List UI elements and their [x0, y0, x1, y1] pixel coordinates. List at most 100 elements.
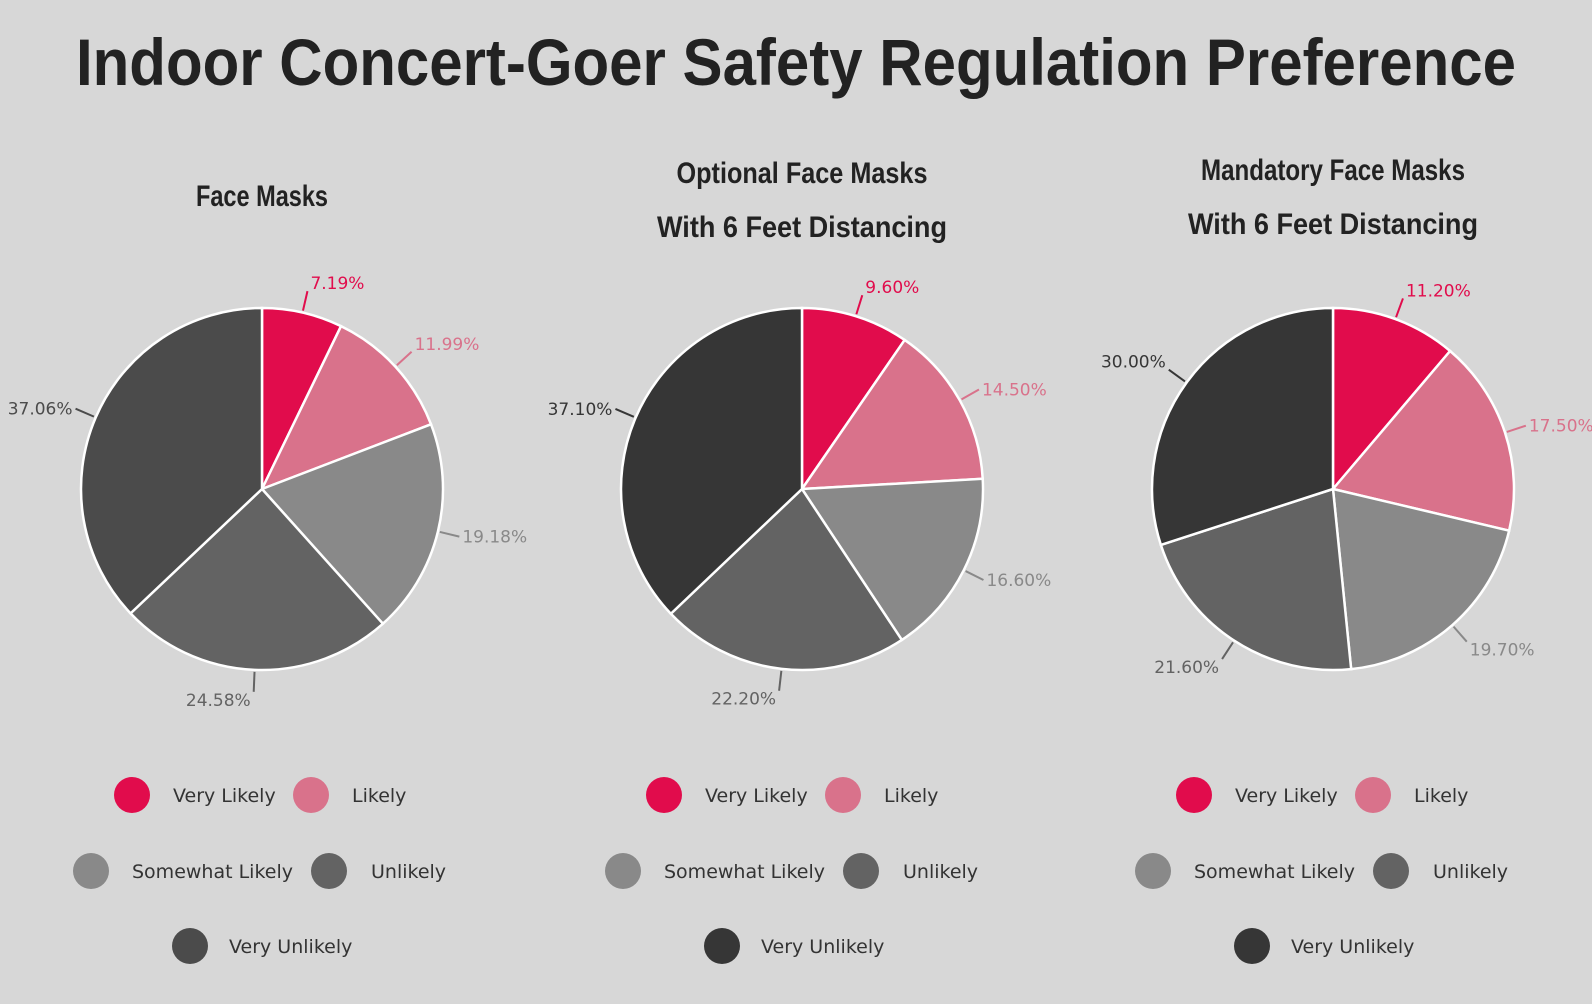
legend-label: Very Unlikely: [1291, 936, 1414, 958]
pie-slice-likely: [799, 338, 985, 491]
legend-swatch: [843, 853, 879, 889]
legend-swatch: [73, 853, 109, 889]
legend-swatch: [646, 777, 682, 813]
label-leader-line: [396, 351, 413, 367]
legend-item-very-unlikely[interactable]: Very Unlikely: [1234, 928, 1414, 964]
label-leader-line: [439, 530, 460, 538]
legend-item-likely[interactable]: Likely: [293, 777, 406, 813]
label-leader-line: [302, 290, 309, 311]
data-label: 11.99%: [415, 335, 480, 355]
pie-subtitle: With 6 Feet Distancing: [1188, 208, 1478, 241]
legend-item-somewhat-likely[interactable]: Somewhat Likely: [1135, 853, 1355, 889]
legend-label: Likely: [352, 785, 406, 807]
data-label: 11.20%: [1406, 281, 1471, 301]
legend: Very Likely Likely Somewhat Likely Unlikely…: [73, 777, 446, 964]
data-label: 14.50%: [982, 381, 1047, 401]
label-leader-line: [778, 670, 783, 691]
pie-slice-very-unlikely: [1150, 306, 1335, 547]
data-label: 30.00%: [1101, 353, 1166, 373]
data-label: 7.19%: [310, 274, 364, 294]
data-label: 24.58%: [186, 691, 251, 711]
legend-item-very-likely[interactable]: Very Likely: [646, 777, 808, 813]
legend-swatch: [1373, 853, 1409, 889]
pie-slice-very-unlikely: [79, 306, 264, 616]
legend-label: Likely: [1414, 785, 1468, 807]
legend-swatch: [825, 777, 861, 813]
label-leader-line: [1168, 368, 1186, 383]
pie-slice-very-likely: [800, 306, 907, 494]
legend-item-very-likely[interactable]: Very Likely: [114, 777, 276, 813]
chart-title: Indoor Concert-Goer Safety Regulation Pr…: [76, 25, 1516, 99]
pie-slice-likely: [259, 324, 433, 492]
legend-label: Very Likely: [1235, 785, 1338, 807]
data-label: 37.06%: [8, 400, 73, 420]
legend-swatch: [293, 777, 329, 813]
legend-item-somewhat-likely[interactable]: Somewhat Likely: [605, 853, 825, 889]
label-leader-line: [965, 570, 984, 581]
pie-slice-unlikely: [128, 487, 385, 672]
pie-slice-very-likely: [1331, 306, 1452, 493]
pie-subtitle: With 6 Feet Distancing: [657, 211, 947, 244]
label-leader-line: [1395, 298, 1404, 318]
pie-subtitle: Optional Face Masks: [677, 157, 928, 190]
label-leader-line: [961, 388, 980, 401]
legend-item-very-unlikely[interactable]: Very Unlikely: [172, 928, 352, 964]
label-leader-line: [75, 407, 95, 418]
label-leader-line: [615, 408, 635, 418]
legend-label: Somewhat Likely: [1194, 861, 1355, 883]
legend-swatch: [1355, 777, 1391, 813]
legend-item-unlikely[interactable]: Unlikely: [1373, 853, 1508, 889]
legend-item-likely[interactable]: Likely: [825, 777, 938, 813]
legend-swatch: [1234, 928, 1270, 964]
data-label: 22.20%: [711, 690, 776, 710]
pie-subtitle: Mandatory Face Masks: [1201, 154, 1465, 187]
pie-slice-somewhat-likely: [259, 422, 445, 626]
legend-label: Very Unlikely: [229, 936, 352, 958]
legend-item-somewhat-likely[interactable]: Somewhat Likely: [73, 853, 293, 889]
legend-swatch: [172, 928, 208, 964]
legend: Very Likely Likely Somewhat Likely Unlikely…: [605, 777, 978, 964]
pie-slice-somewhat-likely: [1331, 487, 1511, 671]
pie-chart-2: Optional Face Masks With 6 Feet Distancin…: [548, 157, 1051, 964]
data-label: 21.60%: [1154, 658, 1219, 678]
label-leader-line: [1506, 424, 1527, 433]
legend-swatch: [704, 928, 740, 964]
legend-item-very-likely[interactable]: Very Likely: [1176, 777, 1338, 813]
legend: Very Likely Likely Somewhat Likely Unlikely…: [1135, 777, 1508, 964]
legend-label: Unlikely: [903, 861, 978, 883]
label-leader-line: [1452, 625, 1468, 643]
legend-label: Unlikely: [371, 861, 446, 883]
legend-swatch: [311, 853, 347, 889]
label-leader-line: [252, 671, 256, 692]
legend-swatch: [1176, 777, 1212, 813]
legend-item-unlikely[interactable]: Unlikely: [311, 853, 446, 889]
data-label: 19.70%: [1470, 641, 1535, 661]
pie-chart-3: Mandatory Face Masks With 6 Feet Distanci…: [1101, 154, 1592, 964]
pie-slice-unlikely: [669, 487, 904, 672]
legend-swatch: [1135, 853, 1171, 889]
label-leader-line: [1221, 641, 1234, 660]
legend-label: Very Likely: [705, 785, 808, 807]
pie-subtitle: Face Masks: [196, 180, 328, 213]
data-label: 9.60%: [865, 278, 919, 298]
legend-item-unlikely[interactable]: Unlikely: [843, 853, 978, 889]
legend-label: Unlikely: [1433, 861, 1508, 883]
data-label: 19.18%: [462, 528, 527, 548]
legend-item-very-unlikely[interactable]: Very Unlikely: [704, 928, 884, 964]
label-leader-line: [855, 294, 864, 315]
legend-swatch: [114, 777, 150, 813]
data-label: 37.10%: [548, 400, 613, 420]
legend-label: Somewhat Likely: [132, 861, 293, 883]
legend-label: Very Likely: [173, 785, 276, 807]
legend-label: Very Unlikely: [761, 936, 884, 958]
pie-slice-unlikely: [1159, 487, 1353, 672]
pie-slice-likely: [1330, 349, 1516, 533]
legend-label: Likely: [884, 785, 938, 807]
legend-swatch: [605, 853, 641, 889]
legend-label: Somewhat Likely: [664, 861, 825, 883]
data-label: 17.50%: [1529, 417, 1592, 437]
pie-slice-very-unlikely: [619, 306, 804, 616]
legend-item-likely[interactable]: Likely: [1355, 777, 1468, 813]
pie-chart-1: Face Masks 7.19% 11.99% 19.18% 24.58% 37.06% V…: [8, 180, 527, 964]
